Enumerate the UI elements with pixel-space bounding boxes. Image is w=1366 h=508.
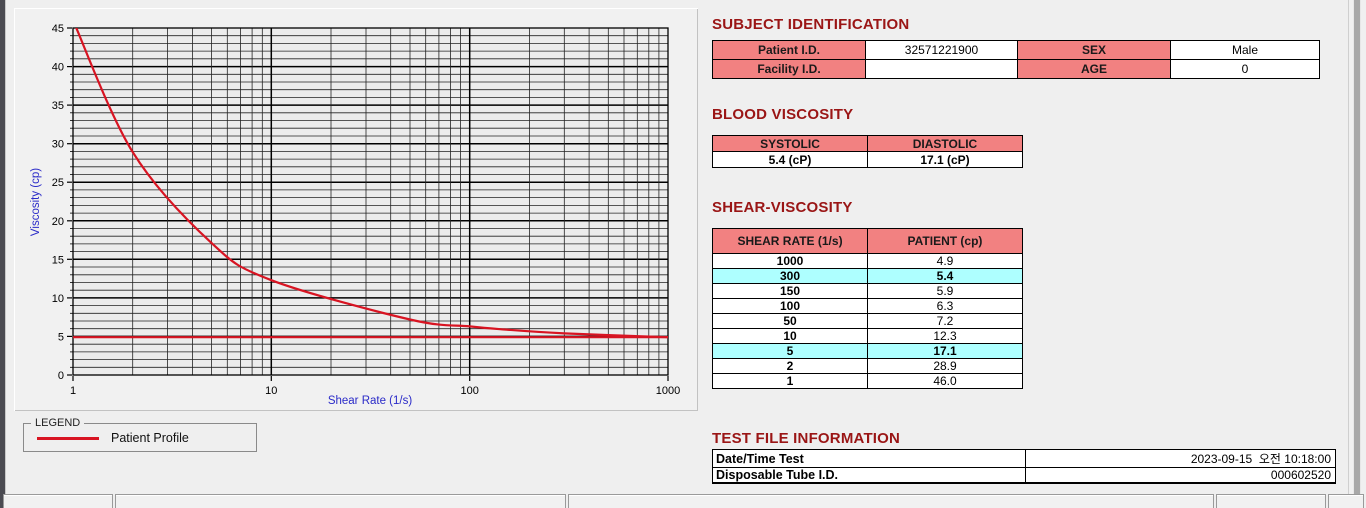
- shear-rate-cell: 150: [712, 283, 868, 299]
- patient-cp-cell: 17.1: [867, 343, 1023, 359]
- shear-row: 10 12.3: [712, 328, 1023, 344]
- patient-profile-line-swatch: [37, 437, 99, 440]
- svg-text:40: 40: [52, 62, 64, 74]
- shear-rate-cell: 2: [712, 358, 868, 374]
- subject-identification-title: SUBJECT IDENTIFICATION: [712, 16, 910, 33]
- bottom-panel-segment[interactable]: [1216, 494, 1326, 508]
- sex-value: Male: [1170, 40, 1320, 60]
- patient-cp-cell: 12.3: [867, 328, 1023, 344]
- patient-cp-cell: 5.4: [867, 268, 1023, 284]
- legend-title: LEGEND: [31, 417, 85, 429]
- bottom-panel-segment[interactable]: [568, 494, 1214, 508]
- svg-text:10: 10: [52, 293, 64, 305]
- legend-entry-label: Patient Profile: [111, 431, 189, 445]
- shear-row: 100 6.3: [712, 298, 1023, 314]
- svg-text:1: 1: [70, 385, 76, 397]
- shear-rate-cell: 100: [712, 298, 868, 314]
- shear-row: 5 17.1: [712, 343, 1023, 359]
- diastolic-value: 17.1 (cP): [867, 151, 1023, 168]
- svg-text:30: 30: [52, 139, 64, 151]
- facility-id-value: [865, 59, 1018, 79]
- test-file-information-title: TEST FILE INFORMATION: [712, 430, 901, 447]
- shear-rate-header: SHEAR RATE (1/s): [712, 228, 868, 254]
- viscosity-chart: 0 5 10 15 20 25 30 35 40 45 1 10 100 1000 Viscosity (…: [30, 23, 680, 407]
- disposable-tube-id-label: Disposable Tube I.D.: [712, 467, 1026, 484]
- shear-rate-cell: 300: [712, 268, 868, 284]
- window-resize-bar: [1353, 0, 1361, 508]
- shear-rate-cell: 1: [712, 373, 868, 389]
- patient-cp-cell: 7.2: [867, 313, 1023, 329]
- shear-row: 2 28.9: [712, 358, 1023, 374]
- table-row: Facility I.D. AGE 0: [712, 59, 1320, 79]
- x-axis-title: Shear Rate (1/s): [328, 395, 413, 407]
- patient-cp-cell: 5.9: [867, 283, 1023, 299]
- shear-row: 1000 4.9: [712, 253, 1023, 269]
- table-row: Disposable Tube I.D. 000602520: [712, 467, 1336, 484]
- shear-viscosity-title: SHEAR-VISCOSITY: [712, 199, 853, 216]
- chart-legend: LEGEND Patient Profile: [23, 417, 257, 452]
- subject-identification-table: Patient I.D. 32571221900 SEX Male Facili…: [712, 40, 1320, 79]
- svg-text:45: 45: [52, 23, 64, 35]
- test-file-information-table: Date/Time Test 2023-09-15 오전 10:18:00 Di…: [712, 449, 1336, 484]
- svg-text:25: 25: [52, 177, 64, 189]
- svg-text:100: 100: [461, 385, 479, 397]
- shear-row: 300 5.4: [712, 268, 1023, 284]
- y-axis-title: Viscosity (cp): [30, 168, 42, 236]
- table-row: 5.4 (cP) 17.1 (cP): [712, 151, 1023, 168]
- patient-cp-cell: 6.3: [867, 298, 1023, 314]
- shear-row: 150 5.9: [712, 283, 1023, 299]
- patient-id-label: Patient I.D.: [712, 40, 866, 60]
- patient-cp-header: PATIENT (cp): [867, 228, 1023, 254]
- bottom-panel-segment[interactable]: [3, 494, 113, 508]
- svg-text:35: 35: [52, 100, 64, 112]
- age-label: AGE: [1017, 59, 1171, 79]
- svg-text:10: 10: [265, 385, 277, 397]
- window-left-edge: [0, 0, 6, 508]
- disposable-tube-id-value: 000602520: [1025, 467, 1336, 484]
- date-time-test-value: 2023-09-15 오전 10:18:00: [1025, 449, 1336, 468]
- systolic-header: SYSTOLIC: [712, 135, 868, 152]
- table-row: Patient I.D. 32571221900 SEX Male: [712, 40, 1320, 60]
- bottom-panel-segment[interactable]: [1328, 494, 1364, 508]
- facility-id-label: Facility I.D.: [712, 59, 866, 79]
- diastolic-header: DIASTOLIC: [867, 135, 1023, 152]
- table-row: SYSTOLIC DIASTOLIC: [712, 135, 1023, 152]
- svg-text:0: 0: [58, 370, 64, 382]
- sex-label: SEX: [1017, 40, 1171, 60]
- svg-text:5: 5: [58, 331, 64, 343]
- blood-viscosity-title: BLOOD VISCOSITY: [712, 106, 854, 123]
- date-time-test-label: Date/Time Test: [712, 449, 1026, 468]
- svg-text:15: 15: [52, 254, 64, 266]
- patient-cp-cell: 28.9: [867, 358, 1023, 374]
- bottom-panel-segment[interactable]: [115, 494, 566, 508]
- svg-text:1000: 1000: [656, 385, 680, 397]
- shear-row: 50 7.2: [712, 313, 1023, 329]
- shear-rate-cell: 5: [712, 343, 868, 359]
- shear-rate-cell: 1000: [712, 253, 868, 269]
- table-row: Date/Time Test 2023-09-15 오전 10:18:00: [712, 449, 1336, 468]
- patient-cp-cell: 46.0: [867, 373, 1023, 389]
- shear-rate-cell: 10: [712, 328, 868, 344]
- table-header-row: SHEAR RATE (1/s) PATIENT (cp): [712, 228, 1023, 254]
- age-value: 0: [1170, 59, 1320, 79]
- blood-viscosity-table: SYSTOLIC DIASTOLIC 5.4 (cP) 17.1 (cP): [712, 135, 1023, 168]
- shear-viscosity-table: SHEAR RATE (1/s) PATIENT (cp) 1000 4.9 300…: [712, 228, 1023, 389]
- patient-cp-cell: 4.9: [867, 253, 1023, 269]
- viscosity-chart-panel: 0 5 10 15 20 25 30 35 40 45 1 10 100 1000 Viscosity (…: [14, 8, 698, 411]
- patient-id-value: 32571221900: [865, 40, 1018, 60]
- chart-grid-and-series: 0 5 10 15 20 25 30 35 40 45 1 10 100 1000: [52, 23, 680, 397]
- shear-rate-cell: 50: [712, 313, 868, 329]
- shear-row: 1 46.0: [712, 373, 1023, 389]
- window-right-edge: [1348, 0, 1366, 508]
- svg-text:20: 20: [52, 216, 64, 228]
- shear-viscosity-body: 1000 4.9 300 5.4 150 5.9 100 6.3 50 7.2 10 12.3 5 17.…: [712, 253, 1023, 389]
- systolic-value: 5.4 (cP): [712, 151, 868, 168]
